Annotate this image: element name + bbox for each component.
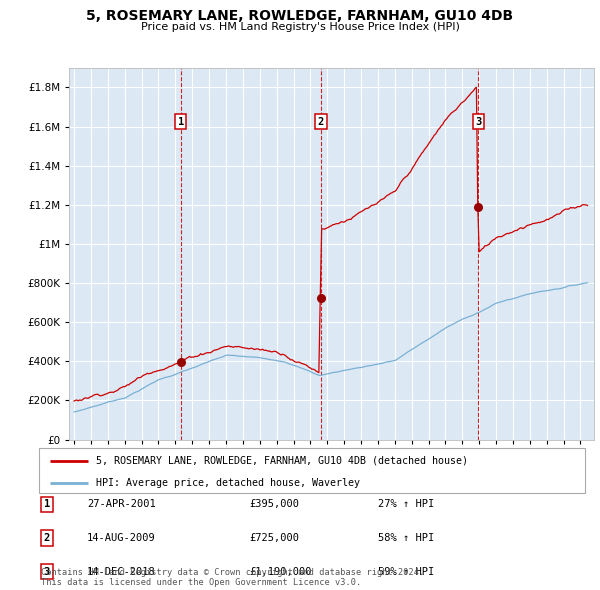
Text: 2: 2 <box>318 117 324 127</box>
FancyBboxPatch shape <box>39 448 585 493</box>
Text: £725,000: £725,000 <box>249 533 299 543</box>
Text: Price paid vs. HM Land Registry's House Price Index (HPI): Price paid vs. HM Land Registry's House … <box>140 22 460 32</box>
Text: 2: 2 <box>44 533 50 543</box>
Text: 59% ↑ HPI: 59% ↑ HPI <box>378 567 434 576</box>
Text: 27-APR-2001: 27-APR-2001 <box>87 500 156 509</box>
Text: 58% ↑ HPI: 58% ↑ HPI <box>378 533 434 543</box>
Text: 5, ROSEMARY LANE, ROWLEDGE, FARNHAM, GU10 4DB (detached house): 5, ROSEMARY LANE, ROWLEDGE, FARNHAM, GU1… <box>97 456 469 466</box>
Text: 14-DEC-2018: 14-DEC-2018 <box>87 567 156 576</box>
Text: 3: 3 <box>44 567 50 576</box>
Text: 27% ↑ HPI: 27% ↑ HPI <box>378 500 434 509</box>
Text: 1: 1 <box>178 117 184 127</box>
Text: £1,190,000: £1,190,000 <box>249 567 311 576</box>
Text: 3: 3 <box>475 117 481 127</box>
Text: 14-AUG-2009: 14-AUG-2009 <box>87 533 156 543</box>
Text: HPI: Average price, detached house, Waverley: HPI: Average price, detached house, Wave… <box>97 478 361 488</box>
Text: Contains HM Land Registry data © Crown copyright and database right 2024.
This d: Contains HM Land Registry data © Crown c… <box>41 568 424 587</box>
Text: 1: 1 <box>44 500 50 509</box>
Text: 5, ROSEMARY LANE, ROWLEDGE, FARNHAM, GU10 4DB: 5, ROSEMARY LANE, ROWLEDGE, FARNHAM, GU1… <box>86 9 514 23</box>
Text: £395,000: £395,000 <box>249 500 299 509</box>
